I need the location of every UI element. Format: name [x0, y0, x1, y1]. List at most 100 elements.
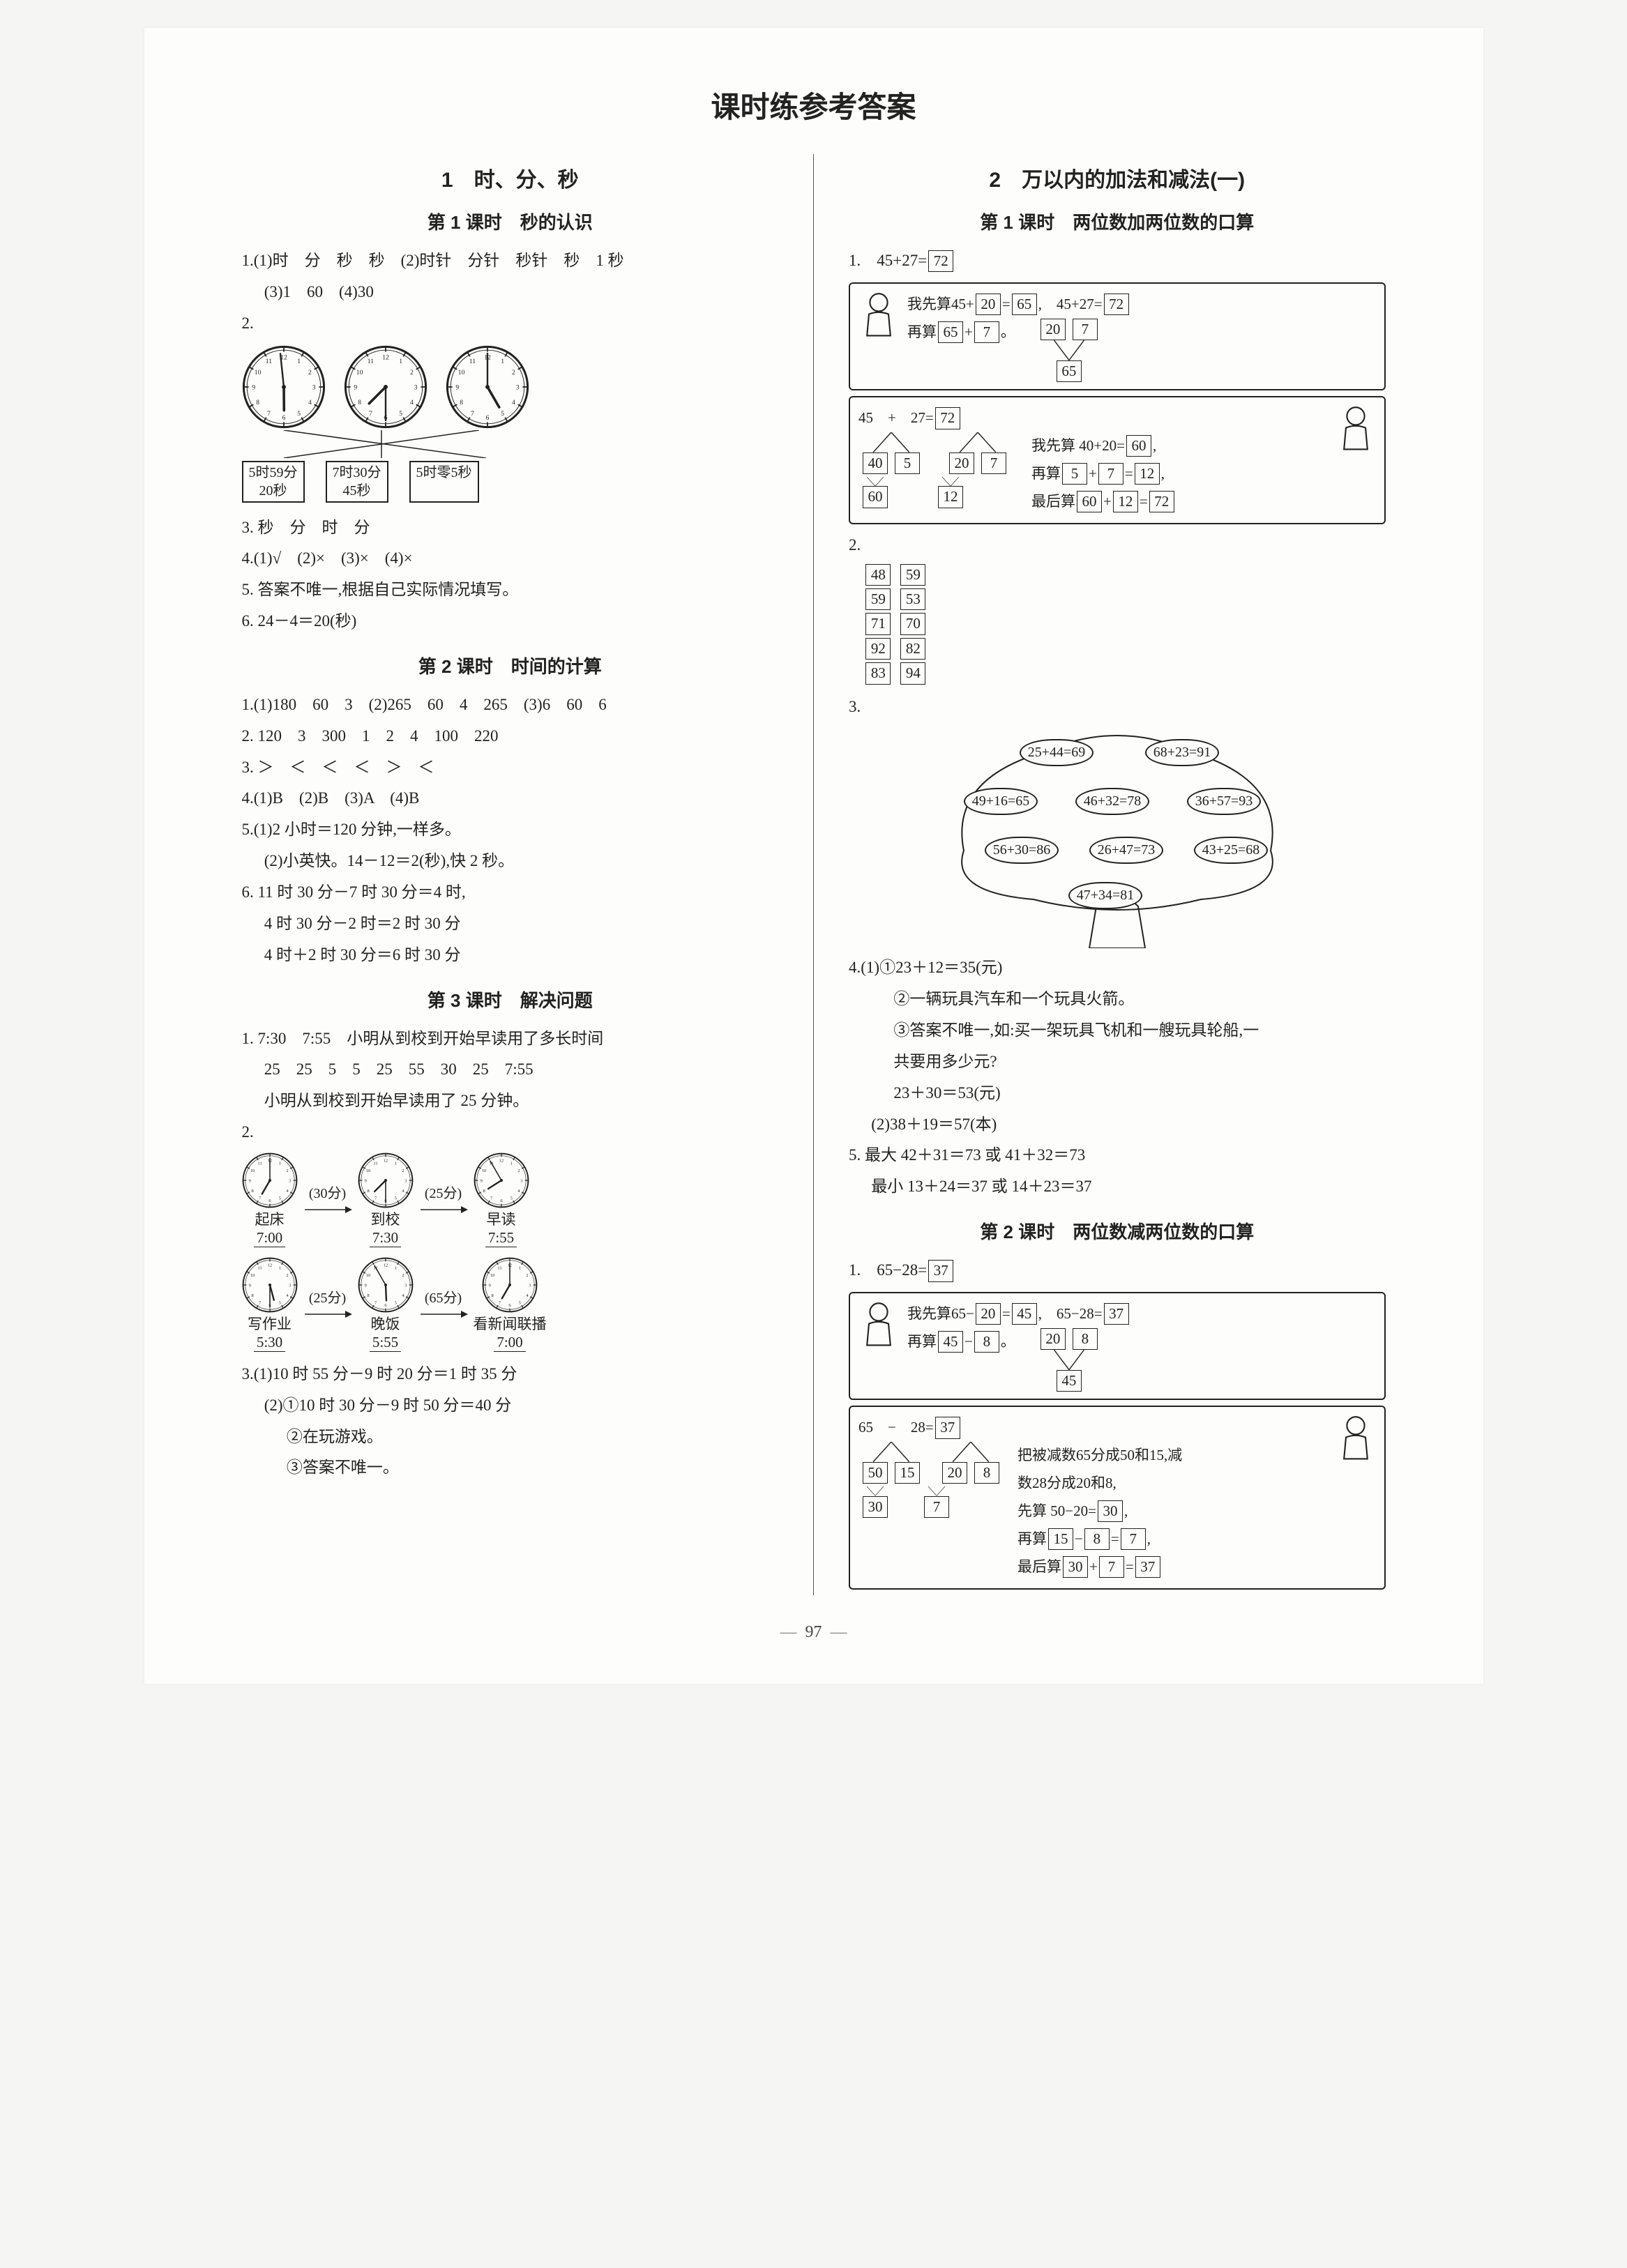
n: 30: [863, 1496, 888, 1518]
l3-q1c: 小明从到校到开始早读用了 25 分钟。: [242, 1086, 779, 1117]
r1-q1-text: 1. 45+27=: [849, 252, 927, 269]
svg-text:10: 10: [356, 369, 363, 376]
split-28: 208 45: [1039, 1328, 1099, 1392]
t: 再算: [1017, 1530, 1047, 1547]
svg-text:3: 3: [529, 1283, 531, 1288]
svg-text:8: 8: [251, 1189, 253, 1194]
r1-q5b: 最小 13＋24＝37 或 14＋23＝37: [849, 1171, 1386, 1203]
svg-text:1: 1: [394, 1265, 396, 1270]
l3-q1b: 25 25 5 5 25 55 30 25 7:55: [242, 1054, 779, 1086]
n: 37: [1104, 1303, 1129, 1325]
t: 数28分成20和8,: [1017, 1470, 1182, 1498]
n: 37: [1135, 1556, 1160, 1578]
svg-text:8: 8: [256, 399, 259, 406]
clock-2: 121234567891011: [344, 345, 427, 429]
t: 把被减数65分成50和15,减: [1017, 1442, 1182, 1470]
svg-text:12: 12: [382, 353, 389, 361]
kid-icon: [1335, 404, 1376, 453]
n: 20: [942, 1462, 967, 1484]
n: 72: [935, 407, 960, 429]
t: −: [1075, 1530, 1083, 1547]
r1-q5a: 5. 最大 42＋31＝73 或 41＋32＝73: [849, 1140, 1386, 1171]
svg-text:10: 10: [365, 1169, 370, 1173]
svg-text:4: 4: [410, 399, 414, 406]
num-table: 4859719283 5953708294: [849, 564, 1386, 685]
page: 课时练参考答案 1 时、分、秒 第 1 课时 秒的认识 1.(1)时 分 秒 秒…: [144, 28, 1483, 1684]
svg-text:2: 2: [286, 1273, 288, 1278]
svg-text:11: 11: [257, 1265, 262, 1270]
svg-text:8: 8: [483, 1189, 485, 1194]
svg-text:1: 1: [278, 1161, 280, 1166]
svg-text:4: 4: [526, 1293, 529, 1298]
chapter-2-title: 2 万以内的加法和减法(一): [849, 162, 1386, 193]
n: 60: [1077, 491, 1102, 512]
svg-text:7: 7: [267, 410, 271, 418]
left-column: 1 时、分、秒 第 1 课时 秒的认识 1.(1)时 分 秒 秒 (2)时针 分…: [221, 154, 815, 1595]
t: , 65−28=: [1038, 1305, 1103, 1322]
num-cell: 59: [900, 564, 925, 586]
r2-q1: 1. 65−28=37: [849, 1255, 1386, 1286]
num-cell: 94: [900, 662, 925, 684]
t: 45 + 27=: [858, 409, 934, 426]
svg-text:12: 12: [267, 1263, 271, 1268]
r1-q4b: ②一辆玩具汽车和一个玩具火箭。: [849, 984, 1386, 1015]
lesson-1-3-title: 第 3 课时 解决问题: [242, 987, 779, 1012]
t: =: [1140, 493, 1148, 510]
num-cell: 92: [865, 638, 891, 660]
n: 65: [1012, 294, 1037, 315]
svg-text:9: 9: [248, 1283, 250, 1288]
t: 先算 50−20=: [1017, 1502, 1096, 1519]
svg-text:5: 5: [501, 410, 504, 418]
svg-text:11: 11: [265, 358, 271, 365]
time-box-2: 7时30分 45秒: [326, 461, 388, 503]
svg-text:7: 7: [374, 1196, 377, 1201]
svg-text:8: 8: [367, 1293, 369, 1298]
two-columns: 1 时、分、秒 第 1 课时 秒的认识 1.(1)时 分 秒 秒 (2)时针 分…: [221, 154, 1407, 1595]
r1-q4a: 4.(1)①23＋12＝35(元): [849, 952, 1386, 984]
lesson-1-1-title: 第 1 课时 秒的认识: [242, 208, 779, 234]
t: +: [1089, 1558, 1098, 1575]
apple-node: 46+32=78: [1075, 788, 1150, 815]
svg-text:2: 2: [402, 1169, 404, 1173]
sub-diagram-1: 我先算65−20=45, 65−28=37 再算45−8。 208 45: [849, 1292, 1386, 1400]
apple-node: 56+30=86: [985, 837, 1059, 864]
clock-1: 121234567891011: [242, 345, 326, 429]
add-diagram-1: 我先算45+20=65, 45+27=72 再算65+7。 207 65: [849, 282, 1386, 390]
svg-text:4: 4: [308, 399, 312, 406]
t: +: [1103, 493, 1112, 510]
l3-q3d: ③答案不唯一。: [242, 1452, 779, 1484]
n: 8: [1084, 1528, 1110, 1550]
l2-q6a: 6. 11 时 30 分－7 时 30 分＝4 时,: [242, 877, 779, 908]
lesson-2-2-title: 第 2 课时 两位数减两位数的口算: [849, 1218, 1386, 1244]
n: 37: [928, 1260, 953, 1281]
svg-text:3: 3: [404, 1283, 407, 1288]
svg-text:10: 10: [250, 1273, 254, 1278]
svg-text:11: 11: [367, 358, 373, 365]
lesson-1-2-title: 第 2 课时 时间的计算: [242, 653, 779, 678]
sub-diagram-2: 65 − 28=37 5015 208 30 7: [849, 1406, 1386, 1589]
svg-text:10: 10: [490, 1273, 494, 1278]
svg-text:10: 10: [481, 1169, 485, 1173]
svg-text:9: 9: [252, 383, 255, 391]
num-cell: 59: [865, 588, 891, 610]
svg-text:3: 3: [515, 383, 519, 391]
svg-text:2: 2: [526, 1273, 528, 1278]
svg-text:7: 7: [490, 1196, 492, 1201]
main-title: 课时练参考答案: [221, 84, 1407, 126]
t: =: [1111, 1530, 1119, 1547]
apple-node: 47+34=81: [1068, 882, 1143, 909]
n: 15: [1048, 1528, 1073, 1550]
kid-icon: [1335, 1414, 1376, 1463]
svg-text:12: 12: [383, 1158, 387, 1163]
svg-text:1: 1: [278, 1265, 280, 1270]
r1-q4d: 23＋30＝53(元): [849, 1078, 1386, 1109]
l1-q3: 3. 秒 分 时 分: [242, 512, 779, 544]
n: 7: [924, 1496, 949, 1518]
kid-icon: [858, 291, 899, 340]
svg-text:2: 2: [517, 1169, 520, 1173]
svg-text:1: 1: [519, 1265, 521, 1270]
svg-text:7: 7: [499, 1300, 501, 1305]
n: 72: [1149, 491, 1174, 512]
svg-text:4: 4: [286, 1189, 289, 1194]
right-column: 2 万以内的加法和减法(一) 第 1 课时 两位数加两位数的口算 1. 45+2…: [814, 154, 1407, 1595]
